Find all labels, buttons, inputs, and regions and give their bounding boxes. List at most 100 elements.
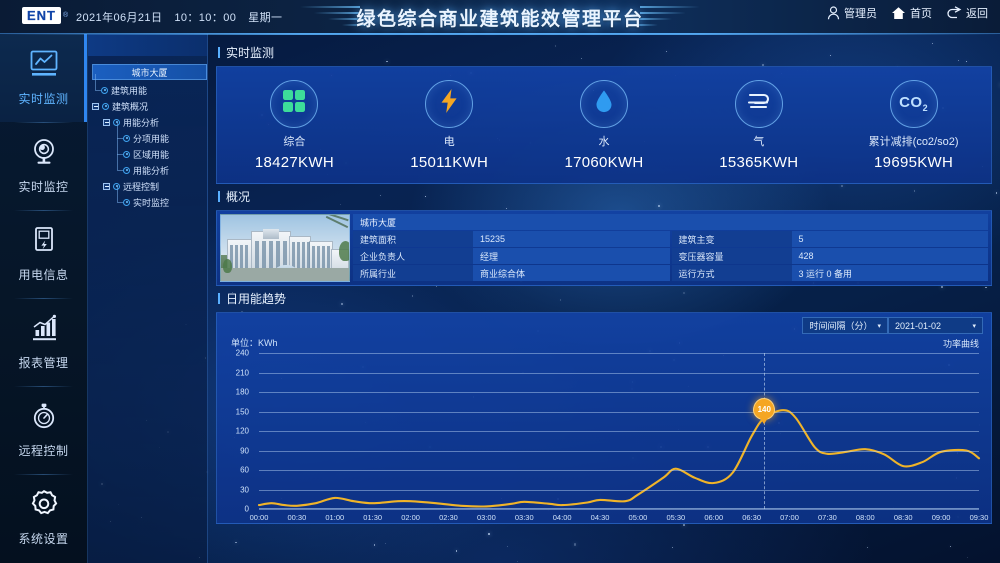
metric-card-comprehensive[interactable]: 综合 18427KWH bbox=[217, 79, 372, 171]
tree-node-label: 建筑概况 bbox=[112, 101, 149, 112]
metric-label: 气 bbox=[753, 135, 765, 148]
realtime-metrics-panel: 综合 18427KWH 电 15011KWH 水 1 bbox=[216, 66, 992, 184]
overview-cell-key: 建筑面积 bbox=[353, 231, 473, 247]
chart-x-tick-label: 09:30 bbox=[969, 513, 989, 522]
tree-node-list: 建筑用能 建筑概况 用能分析 分项用能 区域用能 用能分析 远程控制 实时监控 bbox=[88, 74, 207, 210]
chart-x-tick-label: 04:00 bbox=[552, 513, 572, 522]
sidebar-item-realtime-video[interactable]: 实时监控 bbox=[0, 122, 87, 210]
chart-y-tick-label: 210 bbox=[235, 368, 249, 377]
section-title-overview: 概况 bbox=[218, 188, 992, 205]
header-user-button[interactable]: 管理员 bbox=[827, 5, 877, 21]
tree-node-7[interactable]: 实时监控 bbox=[88, 186, 207, 210]
sidebar-label: 系统设置 bbox=[18, 531, 69, 546]
table-row: 建筑面积 15235 建筑主变 5 bbox=[353, 231, 988, 247]
tree-node-dot-icon bbox=[123, 134, 130, 142]
header-back-button[interactable]: 返回 bbox=[946, 5, 988, 21]
sidebar-item-report-mgmt[interactable]: 报表管理 bbox=[0, 298, 87, 386]
metric-value: 19695KWH bbox=[874, 153, 954, 171]
metric-label: 累计减排(co2/so2) bbox=[868, 135, 959, 148]
tree-collapse-toggle[interactable] bbox=[103, 118, 110, 126]
datetime-display: 2021年06月21日 10：10：00 星期一 bbox=[76, 9, 282, 25]
section-title-realtime: 实时监测 bbox=[218, 44, 992, 61]
tree-node-dot-icon bbox=[123, 198, 130, 206]
sidebar-label: 实时监控 bbox=[18, 179, 69, 194]
sidebar-label: 远程控制 bbox=[18, 443, 69, 458]
tree-node-dot-icon bbox=[123, 166, 130, 174]
overview-cell-value: 经理 bbox=[473, 248, 670, 264]
header-date: 2021年06月21日 bbox=[76, 12, 163, 24]
page-title: 绿色综合商业建筑能效管理平台 bbox=[356, 9, 644, 30]
metric-card-gas[interactable]: 气 15365KWH bbox=[681, 79, 836, 171]
tree-node-3[interactable]: 分项用能 bbox=[88, 122, 207, 146]
chart-x-tick-label: 02:00 bbox=[401, 513, 420, 522]
chart-gridline bbox=[259, 392, 979, 393]
chart-x-tick-label: 03:00 bbox=[476, 513, 496, 522]
interval-dropdown[interactable]: 时间间隔（分） ▾ bbox=[802, 317, 888, 334]
tree-node-dot-icon bbox=[123, 150, 130, 158]
sidebar-item-power-info[interactable]: 用电信息 bbox=[0, 210, 87, 298]
chart-y-tick-label: 150 bbox=[235, 407, 249, 416]
header-home-button[interactable]: 首页 bbox=[891, 5, 932, 21]
registered-mark-icon: ® bbox=[63, 12, 69, 19]
section-title-trend: 日用能趋势 bbox=[218, 290, 992, 307]
tree-panel-cap bbox=[88, 34, 207, 56]
tree-node-2[interactable]: 用能分析 bbox=[88, 114, 207, 130]
metric-label: 综合 bbox=[283, 135, 306, 148]
tree-collapse-toggle[interactable] bbox=[103, 182, 110, 190]
tree-collapse-toggle[interactable] bbox=[92, 102, 99, 110]
tree-root-node[interactable]: 城市大厦 bbox=[92, 64, 207, 80]
chart-gridline bbox=[259, 489, 979, 491]
tree-node-5[interactable]: 用能分析 bbox=[88, 154, 207, 178]
chart-x-tick-label: 06:30 bbox=[742, 513, 762, 522]
chart-y-tick-label: 180 bbox=[235, 387, 249, 397]
chart-x-tick-label: 00:00 bbox=[249, 513, 269, 522]
date-dropdown[interactable]: 2021-01-02 ▾ bbox=[888, 317, 983, 334]
chart-x-tick-label: 07:00 bbox=[780, 513, 799, 522]
tree-node-label: 建筑用能 bbox=[111, 85, 148, 96]
chart-unit-label: 单位：KWh bbox=[231, 338, 278, 348]
tree-elbow-icon bbox=[114, 186, 123, 210]
brand-logo: ENT ® bbox=[22, 7, 68, 24]
chart-legend: 功率曲线 bbox=[942, 339, 979, 349]
tree-node-dot-icon bbox=[102, 102, 109, 110]
chart-value-marker[interactable]: 140 bbox=[753, 398, 776, 420]
trend-chart-panel: 时间间隔（分） ▾ 2021-01-02 ▾ 功率曲线 单位：KWh 0 30 60… bbox=[216, 312, 992, 524]
tree-node-6[interactable]: 远程控制 bbox=[88, 178, 207, 194]
chart-y-tick-label: 60 bbox=[240, 465, 249, 475]
chart-x-tick-label: 03:30 bbox=[514, 513, 534, 522]
metric-card-co2-reduction[interactable]: CO2 累计减排(co2/so2) 19695KWH bbox=[836, 79, 991, 171]
sidebar-item-realtime-monitoring[interactable]: 实时监测 bbox=[0, 34, 87, 122]
overview-cell-value: 商业综合体 bbox=[473, 265, 670, 281]
metric-value: 17060KWH bbox=[564, 153, 644, 171]
overview-table-header: 城市大厦 bbox=[353, 214, 988, 230]
tree-node-4[interactable]: 区域用能 bbox=[88, 138, 207, 162]
sidebar-item-system-settings[interactable]: 系统设置 bbox=[0, 474, 87, 562]
stopwatch-icon bbox=[29, 402, 59, 435]
chart-controls: 时间间隔（分） ▾ 2021-01-02 ▾ bbox=[802, 317, 983, 334]
overview-cell-value: 15235 bbox=[473, 231, 670, 247]
tree-elbow-icon bbox=[114, 154, 123, 178]
chart-x-tick-label: 06:00 bbox=[704, 513, 724, 522]
chart-x-tick-label: 02:30 bbox=[439, 513, 458, 522]
metric-card-electricity[interactable]: 电 15011KWH bbox=[372, 79, 527, 171]
metric-card-water[interactable]: 水 17060KWH bbox=[527, 79, 682, 171]
header-home-label: 首页 bbox=[910, 8, 932, 20]
co2-icon: CO2 bbox=[899, 94, 929, 113]
chart-gridline bbox=[259, 450, 979, 452]
tree-root-label: 城市大厦 bbox=[131, 67, 168, 78]
sidebar-item-remote-control[interactable]: 远程控制 bbox=[0, 386, 87, 474]
grid-squares-icon bbox=[282, 89, 306, 118]
meter-icon bbox=[29, 226, 59, 259]
overview-cell-key: 变压器容量 bbox=[671, 248, 792, 264]
tree-elbow-icon bbox=[114, 122, 123, 146]
chart-x-tick-label: 04:30 bbox=[590, 513, 610, 522]
header-weekday: 星期一 bbox=[248, 12, 283, 24]
chart-y-tick-label: 90 bbox=[240, 446, 249, 455]
tree-node-label: 分项用能 bbox=[133, 133, 170, 144]
lightning-icon bbox=[438, 88, 460, 119]
tree-root-row: 城市大厦 bbox=[88, 64, 207, 80]
tree-node-1[interactable]: 建筑概况 bbox=[88, 98, 207, 114]
tree-node-0[interactable]: 建筑用能 bbox=[88, 74, 207, 98]
tree-node-label: 区域用能 bbox=[133, 149, 170, 160]
camera-icon bbox=[29, 138, 59, 171]
